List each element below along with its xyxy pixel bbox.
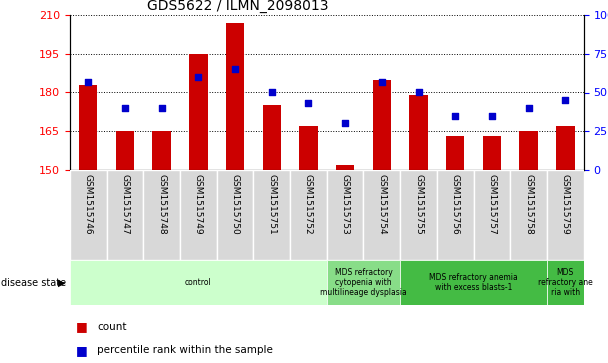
Bar bbox=[364, 170, 400, 260]
Point bbox=[561, 97, 570, 103]
Bar bbox=[70, 260, 327, 305]
Bar bbox=[226, 23, 244, 170]
Text: control: control bbox=[185, 278, 212, 287]
Bar bbox=[70, 170, 106, 260]
Bar bbox=[290, 170, 327, 260]
Text: GSM1515746: GSM1515746 bbox=[84, 175, 93, 235]
Bar bbox=[547, 170, 584, 260]
Bar bbox=[400, 170, 437, 260]
Text: GSM1515754: GSM1515754 bbox=[378, 175, 386, 235]
Bar bbox=[327, 260, 400, 305]
Text: ■: ■ bbox=[76, 320, 88, 333]
Point bbox=[120, 105, 130, 111]
Text: count: count bbox=[97, 322, 127, 332]
Bar bbox=[143, 170, 180, 260]
Bar bbox=[474, 170, 510, 260]
Bar bbox=[446, 136, 465, 170]
Bar bbox=[519, 131, 538, 170]
Text: GSM1515750: GSM1515750 bbox=[230, 175, 240, 235]
Bar bbox=[299, 126, 317, 170]
Bar bbox=[189, 54, 207, 170]
Text: MDS refractory
cytopenia with
multilineage dysplasia: MDS refractory cytopenia with multilinea… bbox=[320, 268, 407, 297]
Point bbox=[340, 121, 350, 126]
Text: MDS refractory anemia
with excess blasts-1: MDS refractory anemia with excess blasts… bbox=[429, 273, 518, 292]
Bar bbox=[263, 105, 281, 170]
Bar bbox=[400, 260, 547, 305]
Point bbox=[193, 74, 203, 80]
Bar bbox=[373, 79, 391, 170]
Point bbox=[487, 113, 497, 119]
Bar bbox=[116, 131, 134, 170]
Text: GSM1515749: GSM1515749 bbox=[194, 175, 203, 235]
Point bbox=[303, 101, 313, 106]
Bar bbox=[216, 170, 254, 260]
Bar bbox=[483, 136, 501, 170]
Text: MDS
refractory ane
ria with: MDS refractory ane ria with bbox=[538, 268, 593, 297]
Text: GSM1515759: GSM1515759 bbox=[561, 175, 570, 235]
Bar bbox=[180, 170, 216, 260]
Text: ▶: ▶ bbox=[58, 277, 66, 287]
Bar bbox=[106, 170, 143, 260]
Bar bbox=[327, 170, 364, 260]
Text: ■: ■ bbox=[76, 344, 88, 357]
Bar bbox=[254, 170, 290, 260]
Point bbox=[523, 105, 533, 111]
Point bbox=[267, 90, 277, 95]
Bar bbox=[409, 95, 427, 170]
Text: GSM1515747: GSM1515747 bbox=[120, 175, 130, 235]
Bar bbox=[547, 260, 584, 305]
Point bbox=[377, 79, 387, 85]
Text: disease state: disease state bbox=[1, 277, 66, 287]
Bar bbox=[153, 131, 171, 170]
Text: GSM1515756: GSM1515756 bbox=[451, 175, 460, 235]
Point bbox=[83, 79, 93, 85]
Text: GSM1515748: GSM1515748 bbox=[157, 175, 166, 235]
Bar bbox=[437, 170, 474, 260]
Text: GSM1515753: GSM1515753 bbox=[340, 175, 350, 235]
Point bbox=[157, 105, 167, 111]
Text: GSM1515757: GSM1515757 bbox=[488, 175, 497, 235]
Point bbox=[230, 66, 240, 72]
Point bbox=[451, 113, 460, 119]
Text: percentile rank within the sample: percentile rank within the sample bbox=[97, 345, 273, 355]
Bar bbox=[556, 126, 575, 170]
Bar bbox=[79, 85, 97, 170]
Bar bbox=[336, 165, 354, 170]
Text: GSM1515758: GSM1515758 bbox=[524, 175, 533, 235]
Text: GDS5622 / ILMN_2098013: GDS5622 / ILMN_2098013 bbox=[147, 0, 328, 13]
Text: GSM1515755: GSM1515755 bbox=[414, 175, 423, 235]
Bar bbox=[510, 170, 547, 260]
Text: GSM1515751: GSM1515751 bbox=[268, 175, 276, 235]
Text: GSM1515752: GSM1515752 bbox=[304, 175, 313, 235]
Point bbox=[413, 90, 423, 95]
